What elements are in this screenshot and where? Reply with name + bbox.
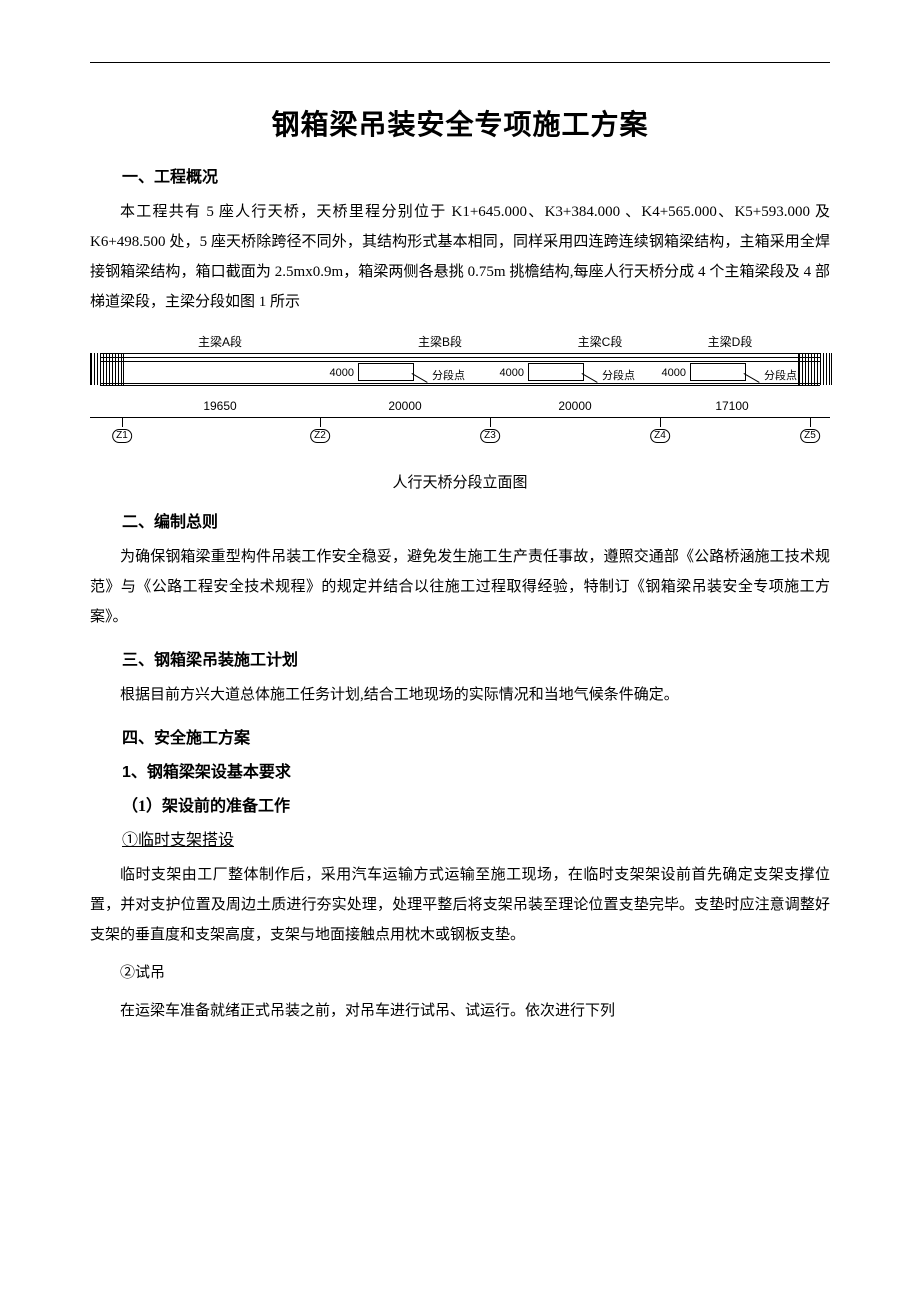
segment-joint-box xyxy=(690,363,746,381)
section-4-1-1: （1）架设前的准备工作 xyxy=(90,792,830,816)
header-rule xyxy=(90,62,830,63)
section-2-heading: 二、编制总则 xyxy=(90,508,830,532)
section-1-heading: 一、工程概况 xyxy=(90,163,830,187)
pier-tick xyxy=(320,417,321,427)
end-hatch-left xyxy=(90,353,124,385)
pier-label: Z5 xyxy=(800,429,820,443)
beam-segment-label: 主梁D段 xyxy=(708,333,753,350)
dimension-baseline xyxy=(90,417,830,418)
pier-tick xyxy=(660,417,661,427)
segment-joint-label: 分段点 xyxy=(764,367,797,383)
segment-joint-box xyxy=(358,363,414,381)
pier-label: Z1 xyxy=(112,429,132,443)
pier-label: Z3 xyxy=(480,429,500,443)
beam-line xyxy=(100,385,820,386)
span-dimension: 19650 xyxy=(203,399,236,413)
segment-joint-label: 分段点 xyxy=(432,367,465,383)
section-2-paragraph: 为确保钢箱梁重型构件吊装工作安全稳妥，避免发生施工生产责任事故，遵照交通部《公路… xyxy=(90,542,830,632)
pier-tick xyxy=(122,417,123,427)
diagram-caption: 人行天桥分段立面图 xyxy=(90,471,830,492)
section-4-1: 1、钢箱梁架设基本要求 xyxy=(90,758,830,782)
segment-joint-box xyxy=(528,363,584,381)
beam-line xyxy=(100,353,820,354)
section-3-heading: 三、钢箱梁吊装施工计划 xyxy=(90,646,830,670)
beam-line xyxy=(100,383,820,384)
page-container: 钢箱梁吊装安全专项施工方案 一、工程概况 本工程共有 5 座人行天桥，天桥里程分… xyxy=(0,0,920,1302)
section-4-1-1-a: ①临时支架搭设 xyxy=(90,826,830,850)
leader-line xyxy=(582,373,602,385)
span-dimension: 20000 xyxy=(558,399,591,413)
beam-line xyxy=(100,361,820,362)
beam-segment-label: 主梁C段 xyxy=(578,333,623,350)
span-dimension: 17100 xyxy=(715,399,748,413)
section-1-paragraph: 本工程共有 5 座人行天桥，天桥里程分别位于 K1+645.000、K3+384… xyxy=(90,197,830,317)
segment-joint-dim: 4000 xyxy=(500,367,528,379)
segment-joint-dim: 4000 xyxy=(330,367,358,379)
leader-line xyxy=(412,373,432,385)
span-dimension: 20000 xyxy=(388,399,421,413)
leader-line xyxy=(744,373,764,385)
elevation-diagram: 主梁A段 主梁B段 主梁C段 主梁D段 4000 分段点 4000 分段点 4000 分段点 Z1 Z… xyxy=(90,325,830,465)
section-3-paragraph: 根据目前方兴大道总体施工任务计划,结合工地现场的实际情况和当地气候条件确定。 xyxy=(90,680,830,710)
pier-label: Z2 xyxy=(310,429,330,443)
section-4-1-1-b: ②试吊 xyxy=(90,958,830,988)
page-title: 钢箱梁吊装安全专项施工方案 xyxy=(90,103,830,143)
section-4-heading: 四、安全施工方案 xyxy=(90,724,830,748)
segment-joint-label: 分段点 xyxy=(602,367,635,383)
section-4-1-1-a-paragraph: 临时支架由工厂整体制作后，采用汽车运输方式运输至施工现场，在临时支架架设前首先确… xyxy=(90,860,830,950)
pier-label: Z4 xyxy=(650,429,670,443)
pier-tick xyxy=(810,417,811,427)
beam-segment-label: 主梁A段 xyxy=(198,333,242,350)
segment-joint-dim: 4000 xyxy=(662,367,690,379)
section-4-1-1-b-paragraph: 在运梁车准备就绪正式吊装之前，对吊车进行试吊、试运行。依次进行下列 xyxy=(90,996,830,1026)
beam-line xyxy=(100,357,820,358)
pier-tick xyxy=(490,417,491,427)
beam-segment-label: 主梁B段 xyxy=(418,333,462,350)
end-hatch-right xyxy=(798,353,832,385)
